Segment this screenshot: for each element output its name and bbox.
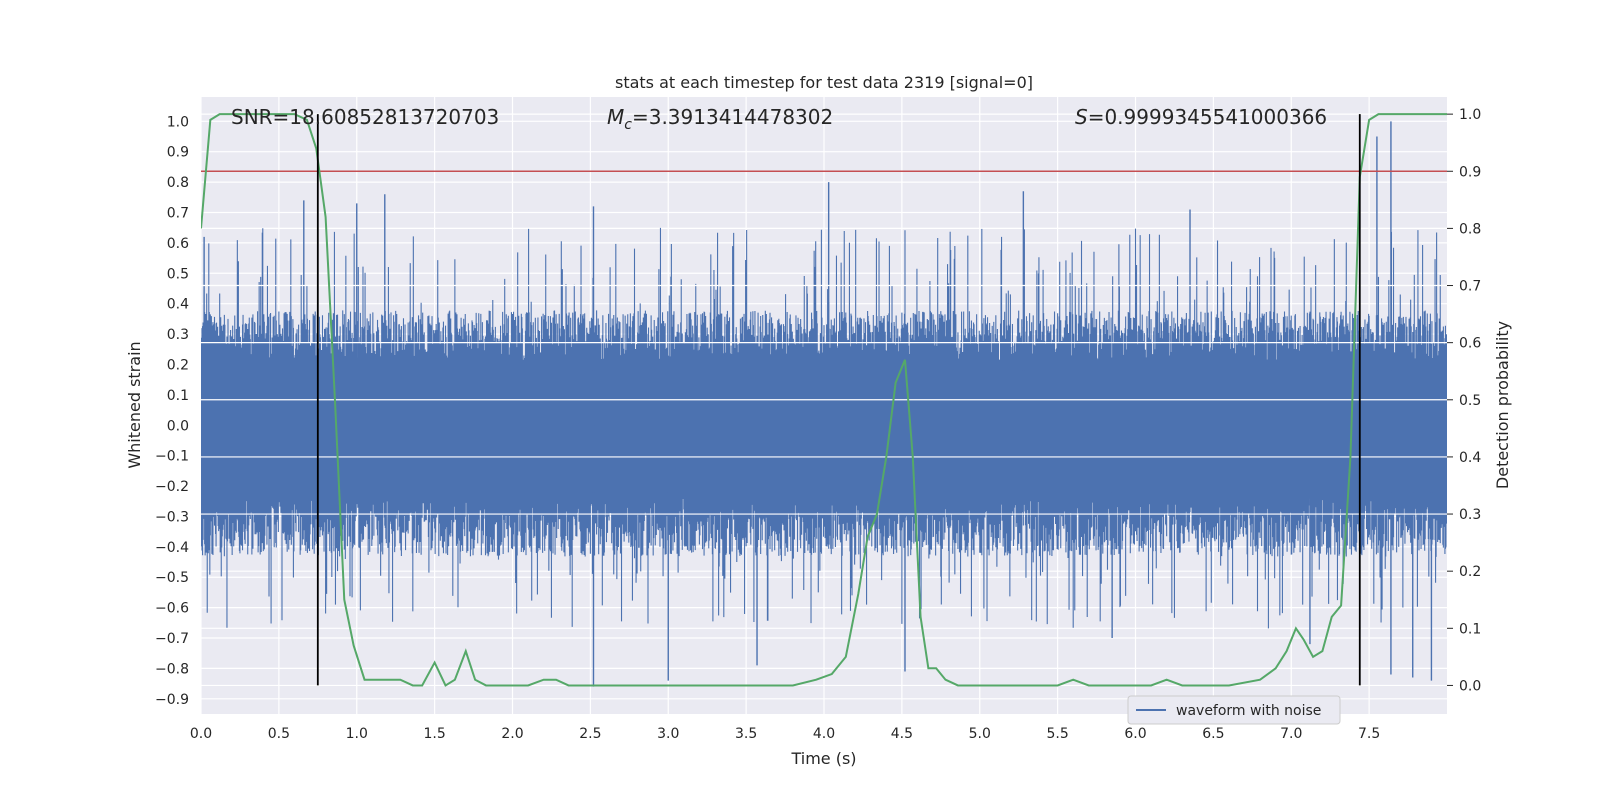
y-left-tick-label: −0.3 [155,509,189,525]
y-right-tick-label: 0.7 [1459,279,1481,295]
y-left-tick-label: 0.1 [167,388,189,404]
y-left-tick-label: 0.3 [167,327,189,343]
x-tick-label: 0.0 [190,726,212,742]
y-right-tick-label: 0.3 [1459,507,1481,523]
x-tick-label: 1.5 [423,726,445,742]
x-tick-label: 5.5 [1046,726,1068,742]
y-right-tick-label: 0.1 [1459,621,1481,637]
y-right-tick-label: 0.9 [1459,164,1481,180]
y-right-tick-label: 1.0 [1459,107,1481,123]
snr-annotation: SNR=18.60852813720703 [231,105,499,129]
x-axis-label: Time (s) [790,749,856,768]
legend-entry: waveform with noise [1176,703,1321,719]
y-right-tick-label: 0.0 [1459,678,1481,694]
y-left-tick-label: −0.7 [155,631,189,647]
y-right-tick-label: 0.5 [1459,393,1481,409]
y-right-tick-label: 0.8 [1459,221,1481,237]
x-tick-label: 7.5 [1358,726,1380,742]
x-tick-label: 0.5 [268,726,290,742]
y-right-tick-label: 0.2 [1459,564,1481,580]
y-left-tick-label: −0.2 [155,479,189,495]
chirp-mass-annotation: Mc=3.3913414478302 [607,105,833,133]
waveform-core [201,370,1447,493]
y-right-tick-label: 0.6 [1459,336,1481,352]
y-left-tick-label: −0.6 [155,601,189,617]
probability-line [201,113,1447,687]
y-right-tick-labels: 0.0 0.1 0.2 0.3 0.4 0.5 0.6 0.7 0.8 0.9 1.0 [1447,107,1481,694]
vertical-markers [316,114,1361,686]
y-left-tick-label: 0.9 [167,145,189,161]
x-tick-label: 4.5 [891,726,913,742]
y-axis-label-left: Whitened strain [125,341,144,468]
y-left-tick-label: −0.1 [155,449,189,465]
y-right-tick-label: 0.4 [1459,450,1481,466]
probability-series [201,113,1447,687]
y-left-tick-label: −0.9 [155,692,189,708]
y-left-tick-label: 0.8 [167,175,189,191]
x-tick-label: 6.5 [1202,726,1224,742]
x-tick-label: 4.0 [813,726,835,742]
legend: waveform with noise [1127,695,1341,725]
x-tick-label: 2.5 [579,726,601,742]
y-left-tick-label: 0.2 [167,357,189,373]
legend-box [1127,695,1341,725]
chart-title: stats at each timestep for test data 231… [615,73,1033,92]
x-tick-label: 7.0 [1280,726,1302,742]
y-left-tick-label: 0.5 [167,266,189,282]
x-tick-label: 3.0 [657,726,679,742]
y-left-tick-label: 0.7 [167,205,189,221]
y-left-tick-label: −0.4 [155,540,189,556]
x-tick-label: 6.0 [1124,726,1146,742]
x-tick-label: 1.0 [346,726,368,742]
y-left-tick-label: 0.6 [167,236,189,252]
score-annotation: S=0.9999345541000366 [1075,105,1327,129]
y-left-tick-label: 0.0 [167,418,189,434]
y-left-tick-label: 0.4 [167,297,189,313]
y-left-tick-label: 1.0 [167,114,189,130]
x-tick-label: 2.0 [501,726,523,742]
x-tick-label: 3.5 [735,726,757,742]
y-left-tick-label: −0.8 [155,661,189,677]
x-tick-label: 5.0 [969,726,991,742]
waveform-series [201,121,1447,687]
x-tick-labels: 0.0 0.5 1.0 1.5 2.0 2.5 3.0 3.5 4.0 4.5 5.0 5.5 6.0 6… [190,726,1380,742]
y-left-tick-label: −0.5 [155,570,189,586]
y-left-tick-labels: −0.9 −0.8 −0.7 −0.6 −0.5 −0.4 −0.3 −0.2 −0.1 0.0 0… [155,114,189,707]
y-axis-label-right: Detection probability [1493,321,1512,489]
